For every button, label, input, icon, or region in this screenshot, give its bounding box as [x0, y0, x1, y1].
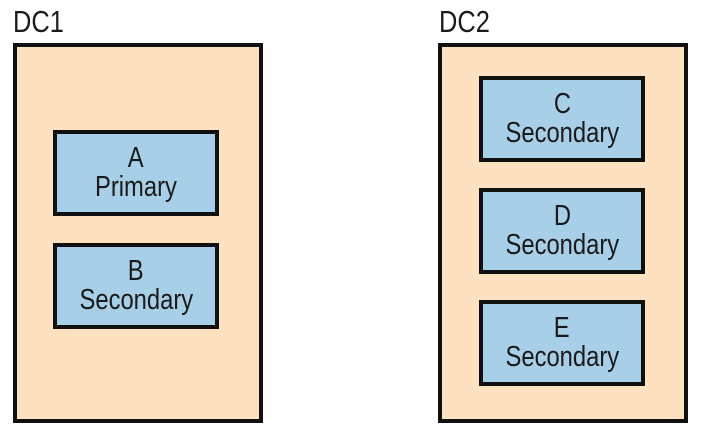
node-a-name: A: [128, 142, 144, 174]
node-a: A Primary: [53, 130, 219, 216]
node-c: C Secondary: [479, 76, 645, 162]
node-b: B Secondary: [53, 243, 219, 329]
node-d: D Secondary: [479, 188, 645, 274]
node-b-name: B: [128, 255, 144, 287]
node-e-role: Secondary: [505, 341, 619, 373]
node-c-name: C: [553, 88, 571, 120]
dc2-label: DC2: [439, 4, 490, 39]
node-d-name: D: [553, 200, 571, 232]
node-e-name: E: [554, 312, 570, 344]
node-c-role: Secondary: [505, 117, 619, 149]
node-b-role: Secondary: [79, 284, 193, 316]
node-e: E Secondary: [479, 300, 645, 386]
dc1-container: [13, 43, 263, 423]
dc1-label: DC1: [13, 4, 64, 39]
node-d-role: Secondary: [505, 229, 619, 261]
node-a-role: Primary: [95, 171, 177, 203]
